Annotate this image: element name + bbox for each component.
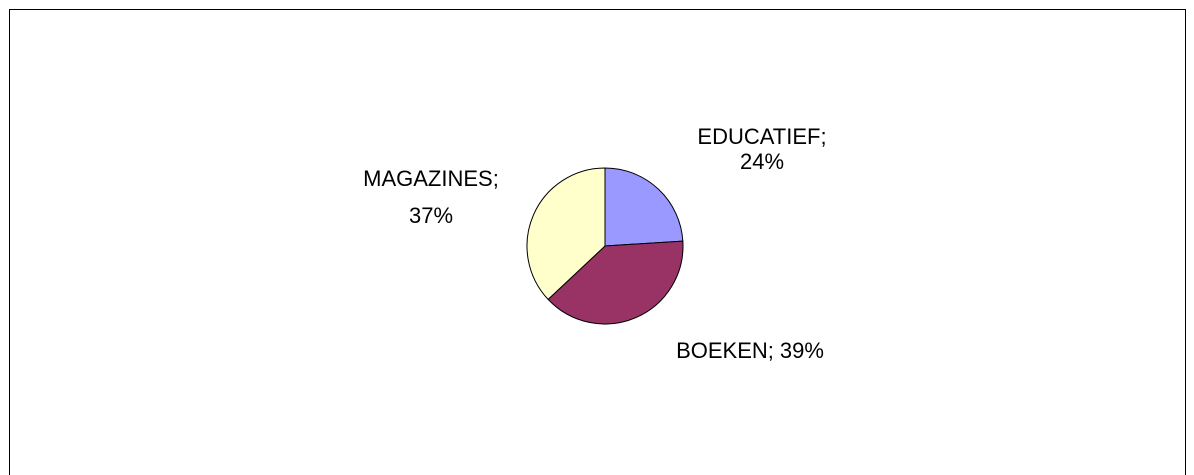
chart-frame bbox=[9, 9, 1186, 475]
label-separator: ; bbox=[768, 338, 774, 363]
value-label: 37% bbox=[409, 203, 453, 228]
category-label: MAGAZINES bbox=[363, 166, 493, 191]
data-label: MAGAZINES; 37% bbox=[363, 166, 499, 228]
value-label: 39% bbox=[780, 338, 824, 363]
label-separator: ; bbox=[820, 124, 826, 149]
pie-slice bbox=[604, 167, 684, 247]
data-label: BOEKEN; 39% bbox=[676, 338, 824, 363]
data-label: EDUCATIEF; 24% bbox=[697, 124, 826, 174]
pie-slice bbox=[526, 167, 606, 301]
value-label: 24% bbox=[740, 149, 784, 174]
category-label: EDUCATIEF bbox=[697, 124, 820, 149]
pie-slice bbox=[547, 240, 684, 325]
category-label: BOEKEN bbox=[676, 338, 768, 363]
label-separator: ; bbox=[493, 166, 499, 191]
